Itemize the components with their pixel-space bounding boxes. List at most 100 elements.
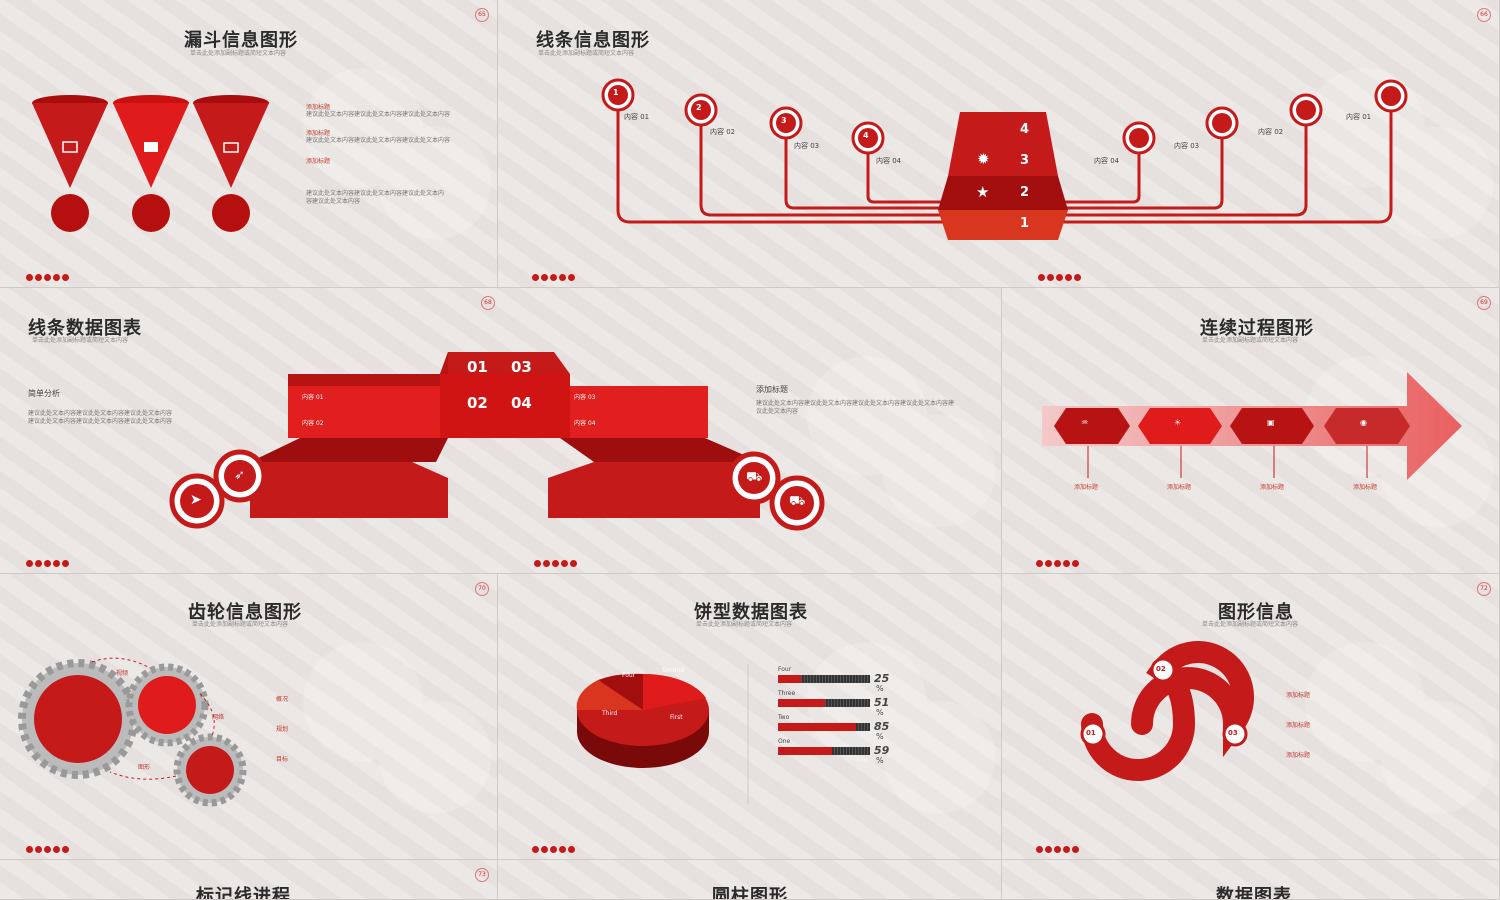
bulb-icon: ☀ <box>1174 418 1182 427</box>
process-label-2: 添加标题 <box>1167 484 1192 491</box>
pie-slice-label-2: Second <box>662 667 685 674</box>
slide-cylinder[interactable]: 圆柱图形 <box>498 860 1002 900</box>
slide-pie[interactable]: 饼型数据图表 单击此处添加副标题或简短文本内容 Second Four Thir… <box>498 574 1002 860</box>
wave-num-02: 02 <box>1156 665 1166 673</box>
eye-icon: ◉ <box>1360 418 1367 427</box>
ribbon-tag-04: 内容 04 <box>574 420 596 427</box>
slide-subtitle: 单击此处添加副标题或简短文本内容 <box>32 337 129 344</box>
plane-icon: ➤ <box>190 492 202 508</box>
left-item-1: 内容 01 <box>624 113 650 121</box>
drops-icon: ♒ <box>1081 418 1089 427</box>
bar-name-two: Two <box>778 714 790 721</box>
funnel-item-1-title: 添加标题 <box>306 104 331 111</box>
bar-value-three: 51 <box>874 696 890 709</box>
right-item-2: 内容 03 <box>1174 142 1200 150</box>
left-item-2: 内容 02 <box>710 128 736 136</box>
bar-four <box>778 675 870 683</box>
bar-unit-four: % <box>876 684 884 693</box>
page-number: 65 <box>475 8 489 22</box>
social-icons-a <box>26 560 69 567</box>
taxi-icon: ⛟ <box>746 470 763 485</box>
slide-subtitle: 单击此处添加副标题或简短文本内容 <box>538 50 635 57</box>
process-label-1: 添加标题 <box>1074 484 1099 491</box>
shape-item-3: 添加标题 <box>1286 752 1311 759</box>
rocket-icon: ➶ <box>234 468 245 483</box>
social-icons <box>1036 560 1079 567</box>
slide-subtitle: 单击此处添加副标题或简短文本内容 <box>192 621 289 628</box>
page-number: 73 <box>475 868 489 882</box>
slide-title: 齿轮信息图形 <box>188 602 302 623</box>
left-marker-1-num: 1 <box>613 88 619 97</box>
funnel-item-3-text: 建议此处文本内容建议此处文本内容建议此处文本内容建议此处文本内容 <box>306 190 445 205</box>
page-number: 68 <box>481 296 495 310</box>
slide-title: 线条信息图形 <box>536 30 650 51</box>
funnel-item-2-text: 建议此处文本内容建议此处文本内容建议此处文本内容 <box>306 137 451 144</box>
gear-item-3: 目标 <box>276 756 289 763</box>
page-number: 72 <box>1477 582 1491 596</box>
bar-unit-one: % <box>876 756 884 765</box>
bar-unit-three: % <box>876 708 884 717</box>
center-num-1: 1 <box>1020 216 1030 231</box>
slide-gear[interactable]: 齿轮信息图形 单击此处添加副标题或简短文本内容 70 视频 网络 图形 概况 规… <box>0 574 498 860</box>
page-number: 69 <box>1477 296 1491 310</box>
slide-marker-line[interactable]: 标记线进程 73 <box>0 860 498 900</box>
gear-item-1: 概况 <box>276 696 289 703</box>
star-icon: ★ <box>976 183 990 201</box>
slide-title: 标记线进程 <box>196 886 291 900</box>
slide-title: 数据图表 <box>1216 886 1292 900</box>
slide-shape[interactable]: 图形信息 单击此处添加副标题或简短文本内容 72 01 02 03 添加标题 添… <box>1002 574 1500 860</box>
left-marker-4-num: 4 <box>863 131 869 140</box>
slide-subtitle: 单击此处添加副标题或简短文本内容 <box>190 50 287 57</box>
wave-graphic <box>1080 641 1254 781</box>
social-icons-b <box>534 560 577 567</box>
gear-icon: ✹ <box>977 150 990 168</box>
bar-name-one: One <box>778 738 791 745</box>
ribbon-tag-01: 内容 01 <box>302 394 324 401</box>
slide-title: 饼型数据图表 <box>694 602 808 623</box>
social-icons <box>532 846 575 853</box>
gear-tag-1: 视频 <box>116 670 129 677</box>
bar-three <box>778 699 870 707</box>
slide-title: 圆柱图形 <box>712 886 788 900</box>
ribbon-num-04: 04 <box>511 394 532 412</box>
social-icons <box>26 274 69 281</box>
right-body: 建议此处文本内容建议此处文本内容建议此处文本内容建议此处文本内容建议此处文本内容 <box>756 400 955 415</box>
wave-num-01: 01 <box>1086 729 1096 737</box>
left-marker-3-num: 3 <box>781 116 787 125</box>
pie-slice-label-4: Four <box>622 672 636 679</box>
funnel-item-2-title: 添加标题 <box>306 130 331 137</box>
shape-item-2: 添加标题 <box>1286 722 1311 729</box>
slide-process[interactable]: 连续过程图形 单击此处添加副标题或简短文本内容 69 添加标题 添加标题 添加标… <box>1002 288 1500 574</box>
slide-data-chart[interactable]: 数据图表 <box>1002 860 1500 900</box>
slide-line-data[interactable]: 线条数据图表 单击此处添加副标题或简短文本内容 简单分析 建议此处文本内容建议此… <box>0 288 1002 574</box>
bar-name-three: Three <box>778 690 796 697</box>
bar-name-four: Four <box>778 666 792 673</box>
bar-value-one: 59 <box>874 744 890 757</box>
slide-subtitle: 单击此处添加副标题或简短文本内容 <box>1202 621 1299 628</box>
ribbon-num-03: 03 <box>511 358 532 376</box>
slide-title: 图形信息 <box>1218 602 1294 623</box>
ribbon-num-01: 01 <box>467 358 488 376</box>
right-heading: 添加标题 <box>756 385 788 394</box>
slide-title: 连续过程图形 <box>1200 318 1314 339</box>
ribbon-tag-02: 内容 02 <box>302 420 324 427</box>
pie-slice-label-3: Third <box>602 710 618 717</box>
page-number: 70 <box>475 582 489 596</box>
pie-chart <box>576 664 749 804</box>
slide-subtitle: 单击此处添加副标题或简短文本内容 <box>696 621 793 628</box>
left-marker-2-num: 2 <box>696 103 702 112</box>
funnel-graphic <box>32 95 269 232</box>
line-infographic <box>601 78 1408 240</box>
center-num-2: 2 <box>1020 185 1030 200</box>
left-item-3: 内容 03 <box>794 142 820 150</box>
shape-item-1: 添加标题 <box>1286 692 1311 699</box>
slide-funnel[interactable]: 漏斗信息图形 单击此处添加副标题或简短文本内容 65 添加标题 建议此处文本内容… <box>0 0 498 288</box>
funnel-item-3-title: 添加标题 <box>306 158 331 165</box>
gear-item-2: 规划 <box>276 726 289 733</box>
ribbon-tag-03: 内容 03 <box>574 394 596 401</box>
page-number: 66 <box>1477 8 1491 22</box>
slide-title: 线条数据图表 <box>28 318 142 339</box>
ribbon-graphic <box>169 352 825 531</box>
slide-lines[interactable]: 线条信息图形 单击此处添加副标题或简短文本内容 <box>498 0 1500 288</box>
slide-subtitle: 单击此处添加副标题或简短文本内容 <box>1202 337 1299 344</box>
